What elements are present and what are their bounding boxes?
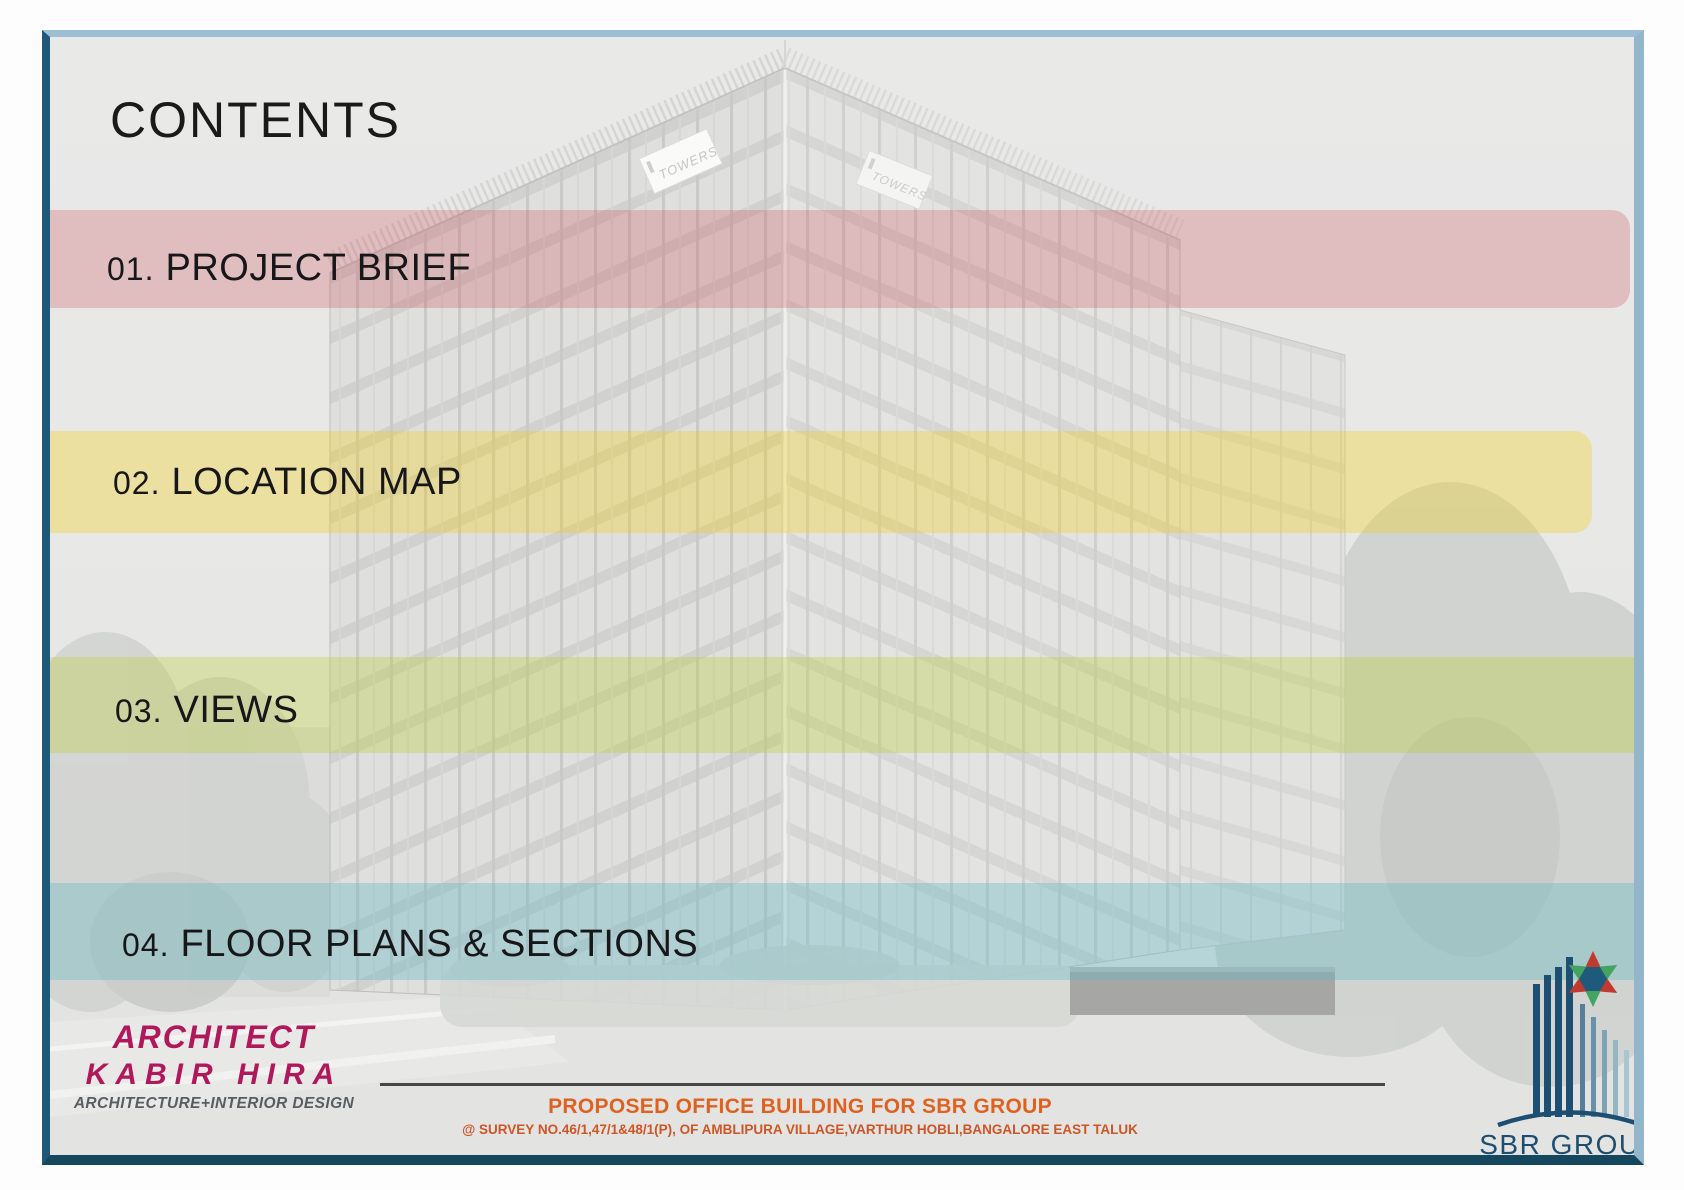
sbr-group-tagline: Building Reality	[1470, 1163, 1644, 1165]
office-tower: TOWERS TOWERS	[325, 40, 1346, 1011]
toc-label: 03. VIEWS	[115, 689, 298, 732]
toc-item-project-brief: 01. PROJECT BRIEF	[50, 210, 1630, 308]
toc-number: 04.	[122, 926, 170, 963]
logo-arc	[1497, 1110, 1634, 1128]
toc-label: 01. PROJECT BRIEF	[107, 247, 471, 290]
toc-title: LOCATION MAP	[171, 460, 462, 503]
architect-title: ARCHITECT	[112, 1019, 316, 1055]
toc-number: 01.	[107, 250, 155, 287]
toc-item-location-map: 02. LOCATION MAP	[50, 431, 1592, 533]
architect-branding: ARCHITECT KABIR HIRA ARCHITECTURE+INTERI…	[58, 1019, 370, 1113]
toc-title: FLOOR PLANS & SECTIONS	[180, 922, 699, 965]
toc-label: 02. LOCATION MAP	[113, 461, 462, 504]
retaining-wall	[1070, 967, 1335, 1015]
architect-name: KABIR HIRA	[85, 1057, 343, 1091]
toc-number: 02.	[113, 464, 161, 501]
page-title: CONTENTS	[110, 92, 401, 148]
slide-frame: TOWERS TOWERS CONTENTS 01. PROJECT BRIEF …	[42, 30, 1644, 1165]
toc-item-floor-plans-sections: 04. FLOOR PLANS & SECTIONS	[50, 883, 1634, 980]
toc-label: 04. FLOOR PLANS & SECTIONS	[122, 923, 698, 966]
toc-title: VIEWS	[173, 688, 299, 731]
toc-number: 03.	[115, 692, 163, 729]
logo-dark-bars	[1533, 957, 1573, 1117]
sbr-group-name: SBR GROUP	[1479, 1129, 1644, 1160]
toc-item-views: 03. VIEWS	[50, 657, 1634, 753]
hedge	[440, 965, 1080, 1027]
road	[50, 995, 570, 1117]
sbr-group-logo: SBR GROUP Building Reality	[1470, 903, 1644, 1165]
architect-subtitle: ARCHITECTURE+INTERIOR DESIGN	[73, 1095, 355, 1113]
trees-left	[50, 632, 355, 1012]
toc-title: PROJECT BRIEF	[165, 246, 472, 289]
sbr-building-bars-icon	[1497, 951, 1634, 1128]
building-render-image: TOWERS TOWERS	[50, 40, 1634, 1155]
project-address: @ SURVEY NO.46/1,47/1&48/1(P), OF AMBLIP…	[462, 1122, 1138, 1137]
star-icon	[1568, 951, 1618, 1007]
project-title: PROPOSED OFFICE BUILDING FOR SBR GROUP	[548, 1095, 1052, 1118]
rooftop-sign-left: TOWERS	[638, 128, 723, 195]
project-caption: PROPOSED OFFICE BUILDING FOR SBR GROUP @…	[450, 1095, 1150, 1137]
logo-light-bars	[1580, 1004, 1629, 1117]
footer-divider-line	[380, 1083, 1385, 1086]
